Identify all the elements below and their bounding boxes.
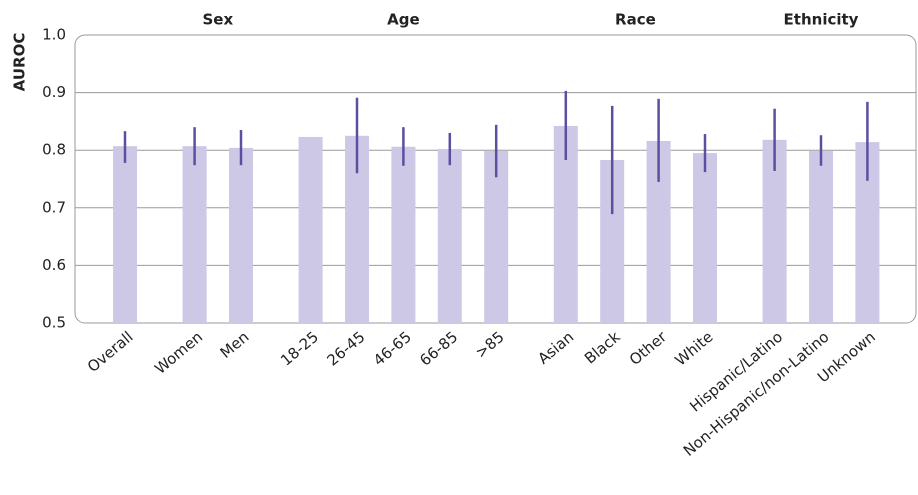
x-tick-label: 66-85 [416, 328, 461, 370]
y-tick-label: 0.5 [42, 314, 66, 332]
x-tick-label: >85 [472, 328, 508, 362]
x-tick-label: 46-65 [370, 328, 415, 370]
bar [182, 146, 207, 323]
x-tick-label: 26-45 [323, 328, 368, 370]
bar [229, 147, 253, 323]
y-tick-label: 0.6 [42, 256, 66, 274]
x-tick-label: Black [581, 328, 624, 368]
group-label: Sex [202, 11, 233, 29]
bar [809, 150, 833, 323]
bar [113, 146, 137, 323]
group-label: Ethnicity [784, 11, 859, 29]
y-tick-label: 0.7 [42, 198, 66, 216]
bar [298, 136, 323, 323]
bar [437, 149, 462, 323]
x-tick-label: White [671, 328, 716, 370]
group-label: Race [615, 11, 656, 29]
x-tick-label: Overall [84, 328, 137, 376]
x-tick-label: Asian [534, 328, 577, 368]
x-tick-label: Other [626, 327, 671, 369]
y-axis-label: AUROC [11, 33, 29, 92]
bar [391, 146, 416, 323]
x-tick-label: Men [217, 328, 253, 362]
x-tick-label: 18-25 [277, 328, 322, 370]
group-label: Age [387, 11, 420, 29]
bar [693, 153, 717, 323]
bar [484, 150, 509, 323]
y-tick-label: 1.0 [42, 26, 66, 44]
y-tick-label: 0.9 [42, 83, 66, 101]
x-tick-label: Women [151, 328, 206, 378]
y-tick-label: 0.8 [42, 141, 66, 159]
